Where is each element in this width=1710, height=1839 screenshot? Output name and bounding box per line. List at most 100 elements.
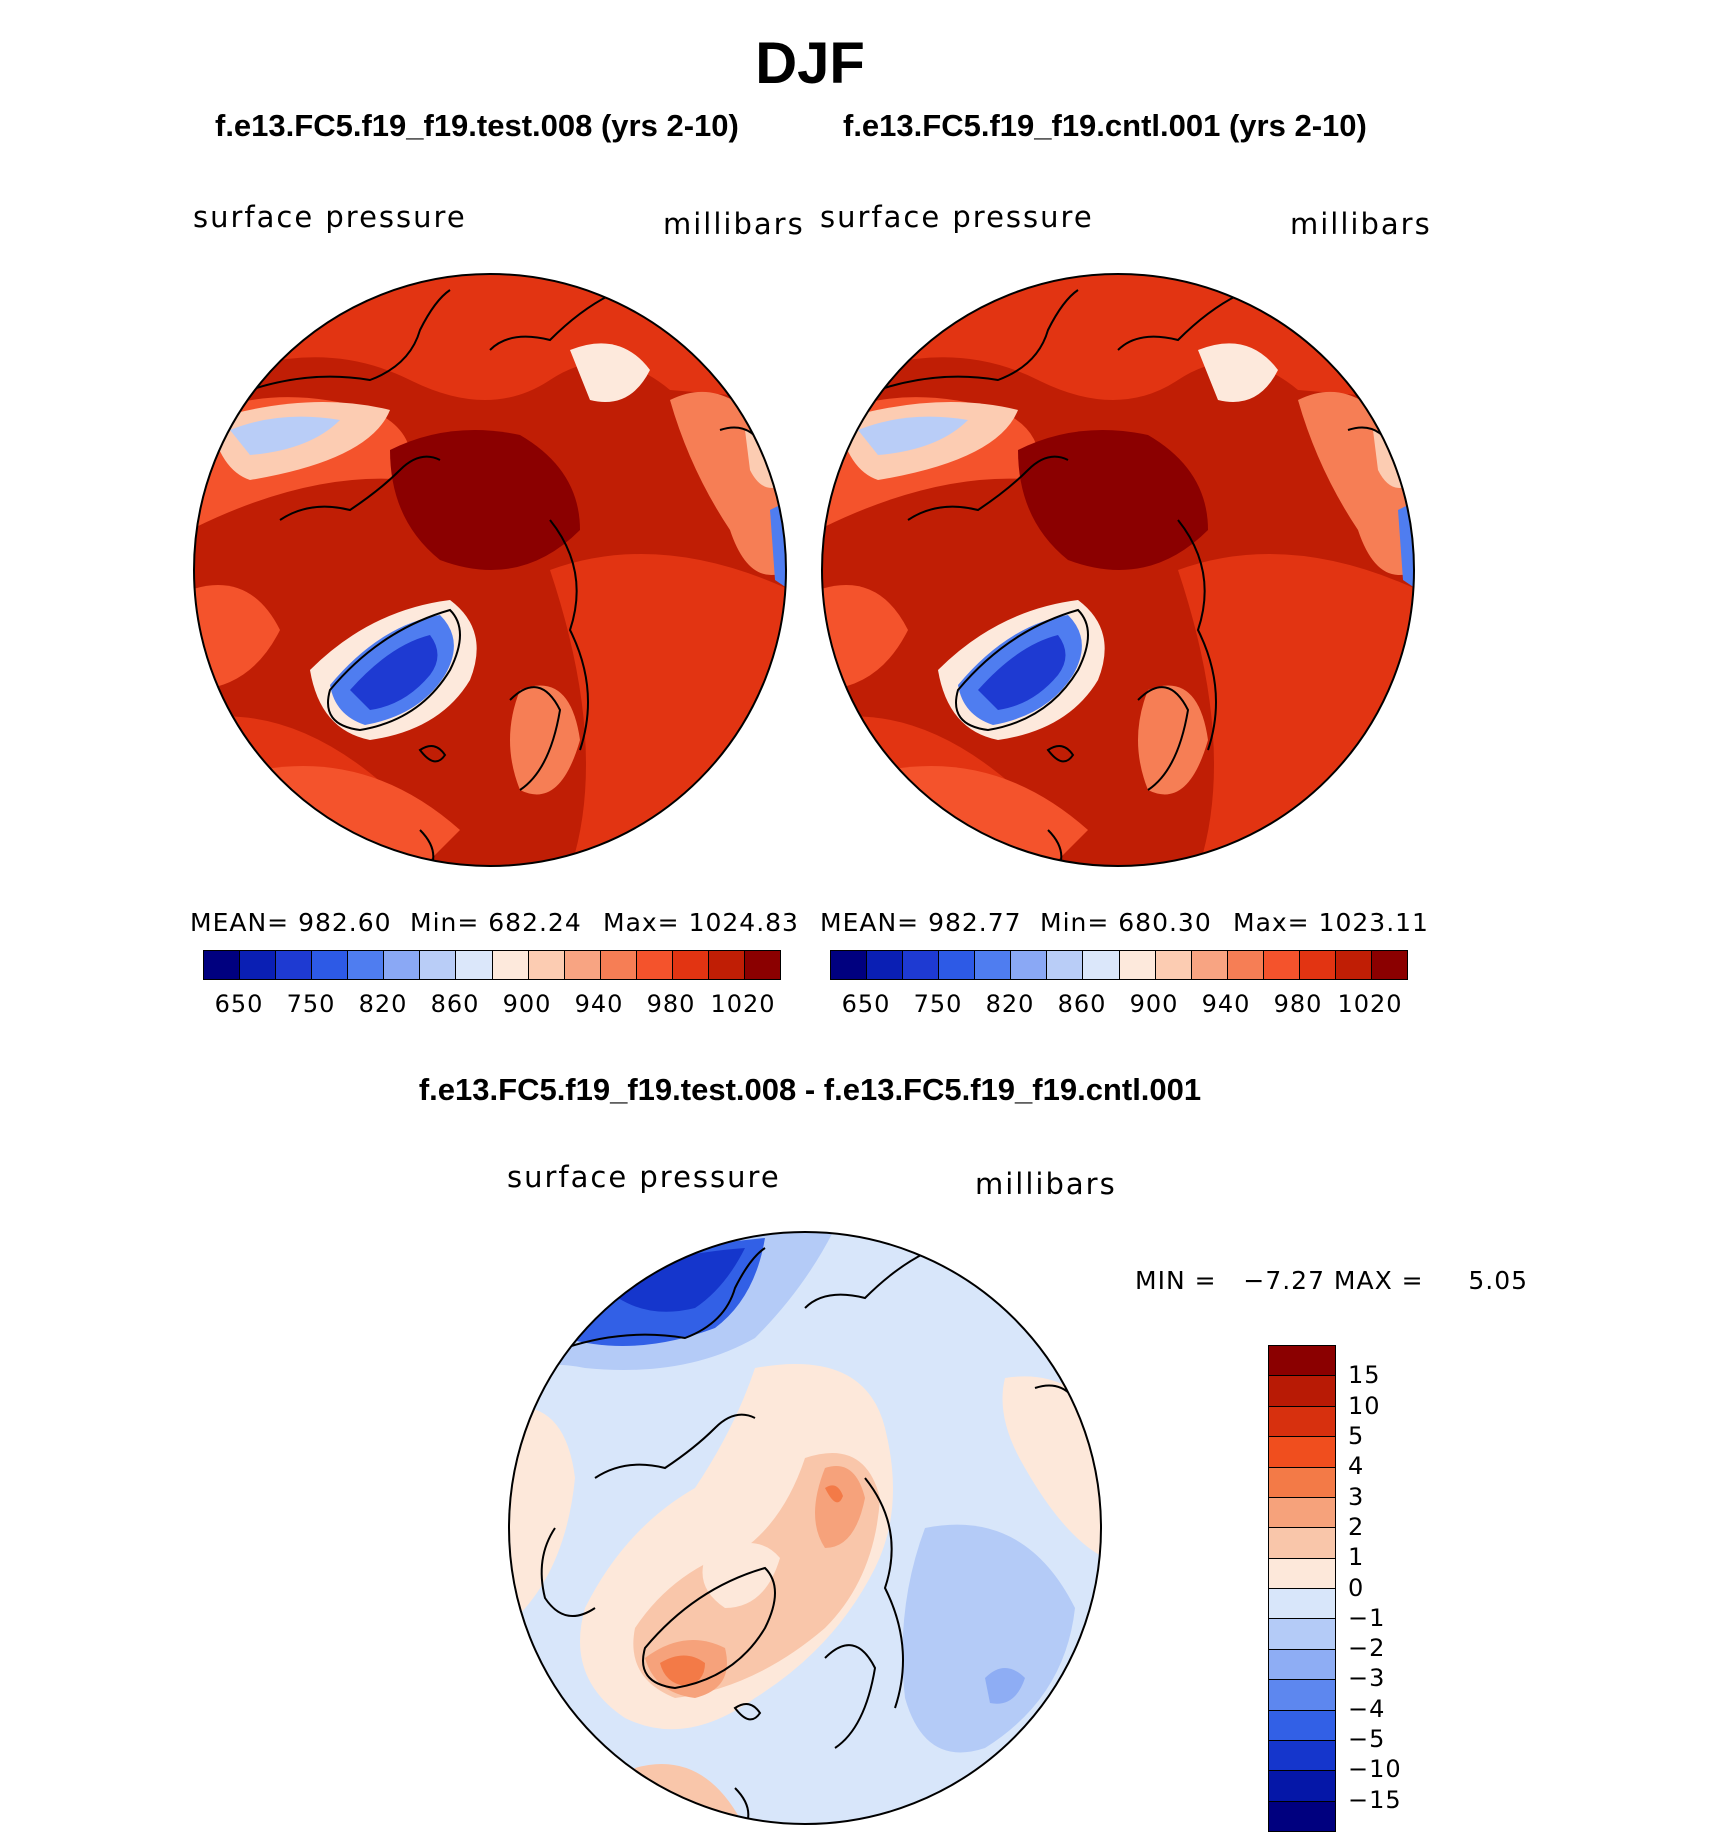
colorbar-swatch xyxy=(708,951,745,979)
colorbar-tick-label: 940 xyxy=(574,990,624,1018)
colorbar-swatch xyxy=(600,951,637,979)
colorbar-swatch xyxy=(867,951,904,979)
colorbar-swatch xyxy=(1269,1376,1335,1407)
left-variable-label: surface pressure xyxy=(193,200,467,234)
colorbar-tick-label: 1020 xyxy=(1337,990,1403,1018)
colorbar-tick-label: 820 xyxy=(358,990,408,1018)
colorbar-swatch xyxy=(1155,951,1192,979)
colorbar-tick-label: −2 xyxy=(1348,1634,1386,1663)
right-colorbar xyxy=(830,950,1408,980)
colorbar-swatch xyxy=(384,951,421,979)
colorbar-tick-label: 900 xyxy=(502,990,552,1018)
right-min-stat: Min= 680.30 xyxy=(1040,908,1212,937)
colorbar-swatch xyxy=(1119,951,1156,979)
colorbar-swatch xyxy=(528,951,565,979)
colorbar-tick-label: −10 xyxy=(1348,1755,1402,1784)
colorbar-tick-label: 4 xyxy=(1348,1452,1365,1481)
colorbar-swatch xyxy=(1335,951,1372,979)
colorbar-tick-label: 900 xyxy=(1129,990,1179,1018)
colorbar-tick-label: 750 xyxy=(286,990,336,1018)
difference-polar-map xyxy=(508,1231,1102,1825)
colorbar-swatch xyxy=(240,951,277,979)
colorbar-swatch xyxy=(1269,1680,1335,1711)
colorbar-swatch xyxy=(1047,951,1084,979)
colorbar-swatch xyxy=(1269,1589,1335,1620)
colorbar-swatch xyxy=(1269,1467,1335,1498)
colorbar-tick-label: 650 xyxy=(841,990,891,1018)
colorbar-swatch xyxy=(204,951,241,979)
colorbar-swatch xyxy=(1269,1619,1335,1650)
right-polar-map xyxy=(821,273,1415,867)
colorbar-swatch xyxy=(1299,951,1336,979)
colorbar-swatch xyxy=(1269,1649,1335,1681)
difference-units-label: millibars xyxy=(975,1167,1117,1201)
colorbar-tick-label: 15 xyxy=(1348,1361,1381,1390)
colorbar-tick-label: 3 xyxy=(1348,1482,1365,1511)
colorbar-tick-label: 980 xyxy=(646,990,696,1018)
right-units-label: millibars xyxy=(1290,207,1432,241)
colorbar-swatch xyxy=(1269,1497,1335,1529)
left-max-stat: Max= 1024.83 xyxy=(603,908,799,937)
left-panel-title: f.e13.FC5.f19_f19.test.008 (yrs 2-10) xyxy=(215,108,739,143)
colorbar-swatch xyxy=(1083,951,1120,979)
right-variable-label: surface pressure xyxy=(820,200,1094,234)
colorbar-swatch xyxy=(975,951,1012,979)
colorbar-tick-label: 650 xyxy=(214,990,264,1018)
colorbar-swatch xyxy=(1269,1740,1335,1772)
colorbar-tick-label: 2 xyxy=(1348,1512,1365,1541)
colorbar-swatch xyxy=(1269,1771,1335,1802)
colorbar-tick-label: 10 xyxy=(1348,1391,1381,1420)
difference-minmax: MIN = −7.27 MAX = 5.05 xyxy=(1135,1266,1529,1295)
colorbar-tick-label: −1 xyxy=(1348,1603,1386,1632)
colorbar-swatch xyxy=(1227,951,1264,979)
colorbar-tick-label: 5 xyxy=(1348,1421,1365,1450)
colorbar-swatch xyxy=(1269,1437,1335,1468)
colorbar-tick-label: 860 xyxy=(1057,990,1107,1018)
colorbar-tick-label: 1020 xyxy=(710,990,776,1018)
left-mean-stat: MEAN= 982.60 xyxy=(190,908,392,937)
right-max-stat: Max= 1023.11 xyxy=(1233,908,1429,937)
left-min-stat: Min= 682.24 xyxy=(410,908,582,937)
difference-colorbar xyxy=(1268,1345,1336,1832)
colorbar-swatch xyxy=(420,951,457,979)
difference-panel-title: f.e13.FC5.f19_f19.test.008 - f.e13.FC5.f… xyxy=(418,1072,1202,1107)
difference-variable-label: surface pressure xyxy=(507,1160,781,1194)
colorbar-tick-label: 860 xyxy=(430,990,480,1018)
colorbar-tick-label: 0 xyxy=(1348,1573,1365,1602)
colorbar-swatch xyxy=(348,951,385,979)
left-colorbar xyxy=(203,950,781,980)
colorbar-swatch xyxy=(903,951,940,979)
colorbar-swatch xyxy=(456,951,493,979)
colorbar-swatch xyxy=(312,951,349,979)
colorbar-swatch xyxy=(1269,1558,1335,1589)
colorbar-swatch xyxy=(744,951,780,979)
right-panel-title: f.e13.FC5.f19_f19.cntl.001 (yrs 2-10) xyxy=(843,108,1367,143)
right-mean-stat: MEAN= 982.77 xyxy=(820,908,1022,937)
left-polar-map xyxy=(193,273,787,867)
colorbar-tick-label: −4 xyxy=(1348,1694,1386,1723)
colorbar-tick-label: 940 xyxy=(1201,990,1251,1018)
colorbar-tick-label: 1 xyxy=(1348,1543,1365,1572)
colorbar-swatch xyxy=(939,951,976,979)
colorbar-tick-label: −3 xyxy=(1348,1664,1386,1693)
colorbar-swatch xyxy=(1269,1801,1335,1831)
colorbar-swatch xyxy=(1269,1528,1335,1559)
colorbar-swatch xyxy=(831,951,868,979)
colorbar-tick-label: 750 xyxy=(913,990,963,1018)
colorbar-swatch xyxy=(492,951,529,979)
colorbar-swatch xyxy=(276,951,313,979)
colorbar-swatch xyxy=(636,951,673,979)
colorbar-tick-label: −5 xyxy=(1348,1725,1386,1754)
colorbar-tick-label: 820 xyxy=(985,990,1035,1018)
colorbar-swatch xyxy=(564,951,601,979)
colorbar-tick-label: −15 xyxy=(1348,1785,1402,1814)
colorbar-tick-label: 980 xyxy=(1273,990,1323,1018)
colorbar-swatch xyxy=(1269,1710,1335,1741)
colorbar-swatch xyxy=(1011,951,1048,979)
colorbar-swatch xyxy=(1263,951,1300,979)
colorbar-swatch xyxy=(1371,951,1407,979)
page-title: DJF xyxy=(755,31,865,96)
colorbar-swatch xyxy=(1191,951,1228,979)
left-units-label: millibars xyxy=(663,207,805,241)
colorbar-swatch xyxy=(672,951,709,979)
